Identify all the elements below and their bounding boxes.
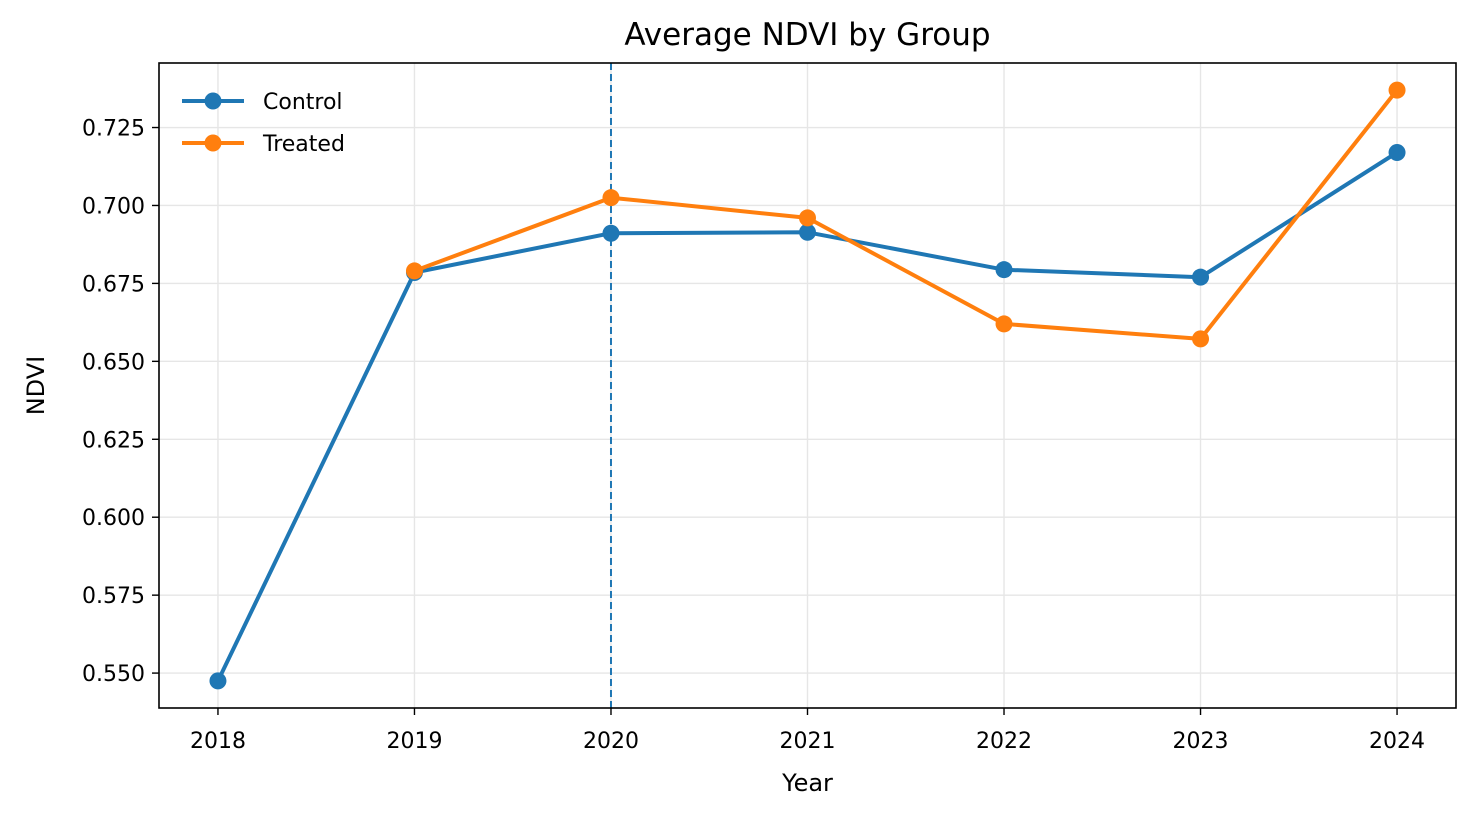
grid-layer [159,63,1456,708]
x-tick-label: 2021 [780,729,836,754]
y-tick-label: 0.700 [82,194,145,219]
y-axis-label: NDVI [22,356,50,416]
legend-label: Treated [262,132,345,157]
y-tick-label: 0.625 [82,428,145,453]
data-point-control [1389,144,1406,161]
data-point-treated [799,209,816,226]
data-point-control [602,225,619,242]
y-tick-label: 0.550 [82,662,145,687]
y-tick-label: 0.575 [82,584,145,609]
legend-label: Control [263,90,343,115]
chart-title: Average NDVI by Group [624,17,990,53]
y-tick-label: 0.725 [82,117,145,142]
legend-swatch-marker [205,93,222,110]
legend-swatch-marker [205,135,222,152]
y-tick-label: 0.600 [82,506,145,531]
data-point-treated [996,315,1013,332]
x-axis-label: Year [781,769,833,797]
data-point-treated [406,262,423,279]
x-tick-label: 2019 [386,729,442,754]
y-tick-label: 0.650 [82,350,145,375]
data-point-control [996,261,1013,278]
x-tick-label: 2024 [1369,729,1425,754]
data-point-control [209,672,226,689]
data-point-control [1192,269,1209,286]
x-tick-label: 2022 [976,729,1032,754]
data-point-treated [1192,330,1209,347]
data-point-treated [602,189,619,206]
data-point-treated [1389,82,1406,99]
legend: Control Treated [182,90,345,157]
x-tick-label: 2023 [1173,729,1229,754]
x-tick-label: 2020 [583,729,639,754]
y-tick-label: 0.675 [82,272,145,297]
x-tick-label: 2018 [190,729,246,754]
